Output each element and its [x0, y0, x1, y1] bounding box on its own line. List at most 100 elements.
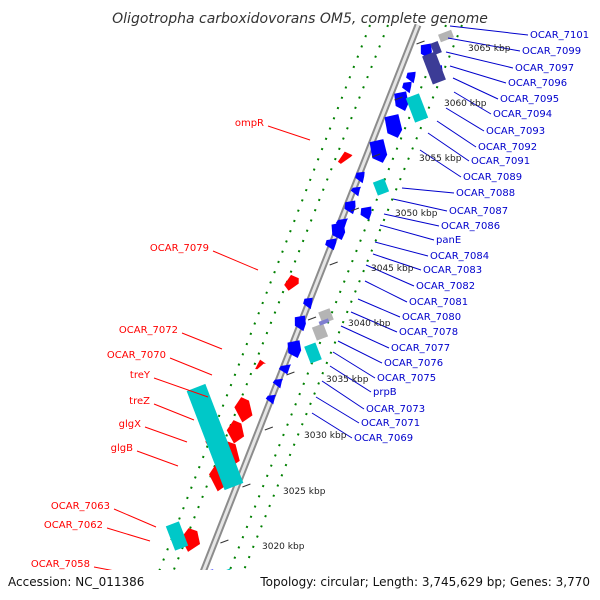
- other-block-3: [311, 323, 329, 341]
- scale-label: 3065 kbp: [468, 44, 511, 54]
- scale-labels: 3065 kbp 3060 kbp 3055 kbp 3050 kbp 3045 kbp…: [262, 44, 511, 552]
- reverse-label-connector: [372, 253, 422, 271]
- reverse-gene-label: OCAR_7077: [391, 343, 450, 354]
- reverse-gene-16: [272, 378, 284, 389]
- rna-block-1: [405, 93, 429, 123]
- forward-label-connector: [181, 332, 223, 350]
- reverse-label-connector: [379, 224, 435, 241]
- scale-label: 3025 kbp: [283, 487, 326, 497]
- scale-label: 3060 kbp: [444, 99, 487, 109]
- reverse-gene-4: [394, 91, 409, 111]
- scale-label: 3045 kbp: [371, 264, 414, 274]
- reverse-label-connector: [449, 65, 507, 84]
- gene-labels: ompR OCAR_7079 OCAR_7072 OCAR_7070 treY treZ g…: [31, 25, 589, 576]
- forward-label-connector: [144, 426, 188, 443]
- forward-gene-label: treZ: [129, 396, 150, 407]
- accession-text: Accession: NC_011386: [8, 575, 144, 589]
- scale-ticks: [220, 40, 425, 544]
- inner-forward-guide: [161, 24, 389, 600]
- reverse-label-connector: [332, 351, 376, 379]
- reverse-gene-label: OCAR_7076: [384, 358, 443, 369]
- reverse-gene-label: OCAR_7086: [441, 221, 500, 232]
- forward-label-connector: [153, 377, 209, 398]
- forward-label-connector: [153, 403, 195, 421]
- rna-block-4: [165, 521, 189, 551]
- reverse-gene-label: OCAR_7078: [399, 327, 458, 338]
- reverse-gene-label: OCAR_7083: [423, 265, 482, 276]
- reverse-gene-label: OCAR_7097: [515, 63, 574, 74]
- reverse-gene-13: [294, 315, 306, 332]
- reverse-label-connector: [340, 325, 390, 349]
- rna-block-long: [186, 383, 244, 491]
- reverse-gene-19: [335, 218, 348, 229]
- forward-label-connector: [169, 357, 213, 376]
- forward-gene-label: OCAR_7062: [44, 520, 103, 531]
- forward-gene-0: [337, 151, 353, 164]
- reverse-gene-14: [287, 340, 302, 359]
- rna-block-3: [304, 342, 322, 364]
- forward-gene-3: [234, 397, 253, 423]
- reverse-label-connector: [374, 241, 429, 257]
- reverse-label-connector: [401, 187, 455, 194]
- reverse-gene-11: [325, 238, 337, 251]
- inner-reverse-guide: [217, 24, 447, 600]
- reverse-gene-label: OCAR_7084: [430, 251, 489, 262]
- reverse-label-connector: [392, 198, 448, 212]
- reverse-gene-label: OCAR_7095: [500, 94, 559, 105]
- reverse-label-connector: [364, 280, 408, 303]
- scale-tick-8: [242, 483, 251, 488]
- scale-tick-6: [286, 371, 295, 376]
- forward-gene-label: OCAR_7063: [51, 501, 110, 512]
- reverse-gene-15: [278, 364, 291, 375]
- scale-label: 3040 kbp: [348, 319, 391, 329]
- reverse-label-connector: [365, 264, 415, 287]
- reverse-gene-label: OCAR_7073: [366, 404, 425, 415]
- scale-tick-5: [307, 316, 317, 321]
- reverse-label-connector: [329, 365, 372, 393]
- reverse-gene-8: [350, 186, 362, 197]
- forward-gene-label: OCAR_7072: [119, 325, 178, 336]
- rna-block-dark-1: [430, 40, 442, 56]
- scale-label: 3030 kbp: [304, 431, 347, 441]
- reverse-gene-label: OCAR_7071: [361, 418, 420, 429]
- rna-block-2: [372, 178, 390, 196]
- scale-tick-1: [394, 96, 403, 101]
- reverse-gene-label: OCAR_7080: [402, 312, 461, 323]
- reverse-label-connector: [452, 77, 499, 100]
- guide-lines: [147, 24, 463, 600]
- footer-background: [0, 570, 600, 600]
- scale-label: 3050 kbp: [395, 209, 438, 219]
- forward-gene-2: [255, 359, 266, 370]
- reverse-gene-17: [265, 394, 277, 405]
- reverse-label-connector: [445, 107, 485, 132]
- other-block-4: [318, 318, 330, 326]
- scale-tick-3: [350, 207, 360, 212]
- reverse-gene-label: OCAR_7094: [493, 109, 552, 120]
- forward-gene-1: [284, 274, 299, 291]
- reverse-gene-label: OCAR_7091: [471, 156, 530, 167]
- forward-gene-label: glgX: [119, 419, 141, 430]
- reverse-gene-label: OCAR_7101: [530, 30, 589, 41]
- outer-reverse-guide: [231, 24, 463, 600]
- scale-tick-9: [220, 539, 229, 544]
- reverse-gene-label: prpB: [373, 387, 397, 398]
- reverse-gene-label: OCAR_7099: [522, 46, 581, 57]
- outer-forward-guide: [147, 24, 371, 600]
- forward-label-connector: [267, 125, 311, 141]
- reverse-label-connector: [357, 298, 401, 318]
- reverse-gene-label: OCAR_7088: [456, 188, 515, 199]
- reverse-label-connector: [383, 213, 440, 227]
- gene-features: [165, 29, 454, 600]
- reverse-gene-2: [406, 71, 416, 84]
- forward-gene-label: glgB: [111, 443, 133, 454]
- reverse-label-connector: [449, 25, 529, 36]
- reverse-gene-label: OCAR_7069: [354, 433, 413, 444]
- reverse-gene-label: panE: [436, 235, 461, 246]
- genome-backbone: [188, 23, 422, 600]
- reverse-gene-5: [384, 114, 403, 138]
- forward-gene-label: OCAR_7058: [31, 559, 90, 570]
- scale-tick-7: [264, 426, 273, 431]
- forward-gene-label: ompR: [235, 118, 264, 129]
- other-block-1: [438, 29, 454, 43]
